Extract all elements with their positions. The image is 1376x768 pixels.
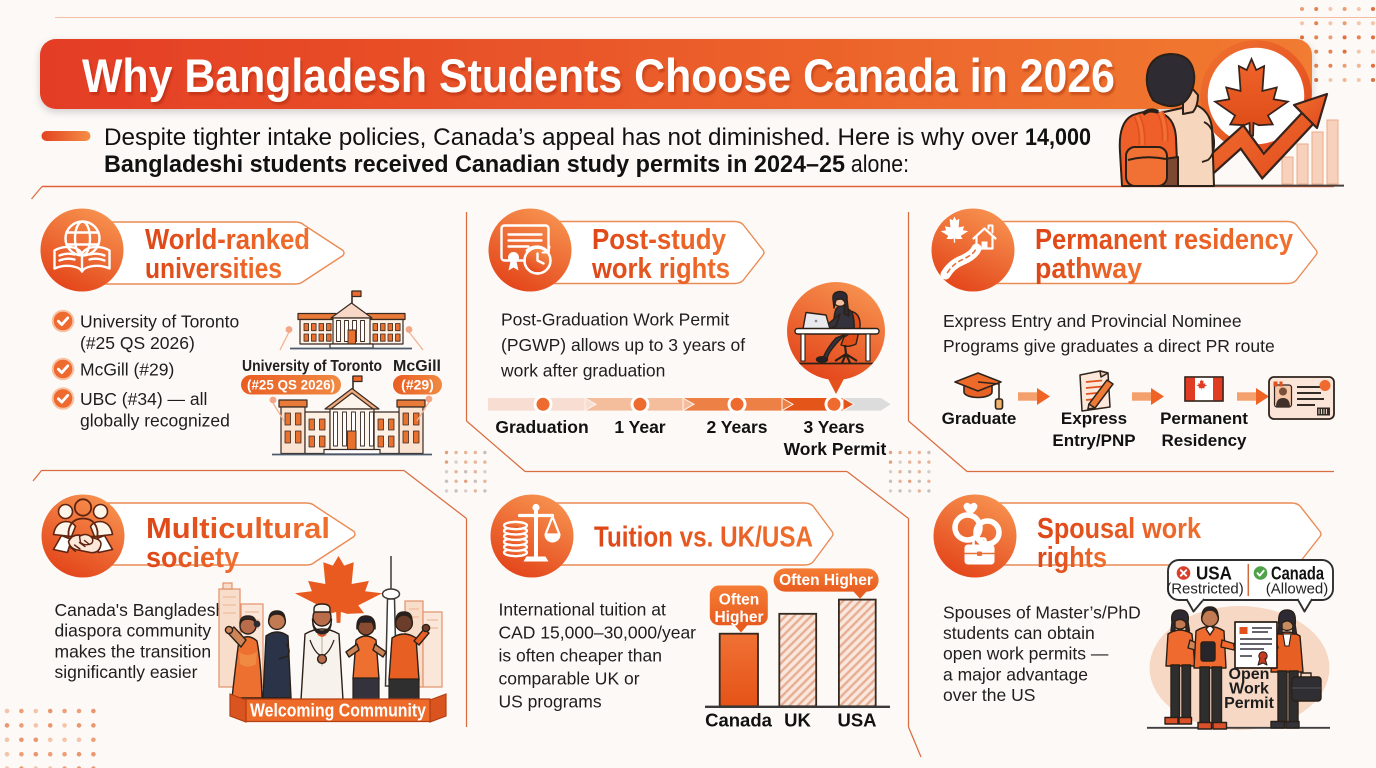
svg-text:Express: Express (1061, 409, 1127, 428)
svg-text:rights: rights (1037, 542, 1107, 574)
svg-text:Canada: Canada (1271, 564, 1325, 584)
svg-text:society: society (146, 542, 239, 574)
svg-text:Entry/PNP: Entry/PNP (1052, 431, 1135, 450)
svg-text:work after graduation: work after graduation (500, 361, 665, 381)
svg-text:makes the transition: makes the transition (55, 641, 212, 661)
svg-text:University of Toronto: University of Toronto (242, 358, 382, 375)
svg-text:Residency: Residency (1161, 431, 1247, 450)
svg-text:pathway: pathway (1035, 253, 1142, 285)
svg-text:Post-study: Post-study (592, 224, 726, 256)
svg-text:University of Toronto: University of Toronto (80, 312, 239, 332)
svg-text:US programs: US programs (499, 692, 602, 712)
svg-text:Despite tighter intake policie: Despite tighter intake policies, Canada’… (104, 124, 1091, 151)
svg-text:students can obtain: students can obtain (943, 623, 1095, 643)
svg-text:Often: Often (719, 592, 759, 609)
svg-text:Express Entry and Provincial N: Express Entry and Provincial Nominee (943, 311, 1242, 331)
svg-text:Permit: Permit (1224, 695, 1274, 712)
svg-text:Higher: Higher (714, 609, 763, 626)
svg-text:diaspora community: diaspora community (55, 621, 212, 641)
svg-text:(PGWP) allows up to 3 years of: (PGWP) allows up to 3 years of (501, 335, 745, 355)
svg-text:USA: USA (837, 710, 876, 731)
svg-text:Tuition vs. UK/USA: Tuition vs. UK/USA (594, 522, 813, 554)
svg-text:1 Year: 1 Year (614, 417, 665, 437)
svg-text:UBC (#34) — all: UBC (#34) — all (80, 389, 207, 409)
svg-text:CAD 15,000–30,000/year: CAD 15,000–30,000/year (499, 623, 697, 643)
svg-text:Work: Work (1229, 681, 1269, 698)
svg-text:globally recognized: globally recognized (80, 411, 230, 431)
svg-text:universities: universities (145, 253, 282, 285)
svg-text:Why Bangladesh Students Choose: Why Bangladesh Students Choose Canada in… (82, 49, 1115, 102)
svg-text:is often cheaper than: is often cheaper than (499, 646, 662, 666)
svg-text:McGill: McGill (393, 358, 441, 375)
svg-text:comparable UK or: comparable UK or (499, 669, 640, 689)
svg-text:(#25 QS 2026): (#25 QS 2026) (247, 377, 335, 393)
svg-text:McGill (#29): McGill (#29) (80, 360, 174, 380)
svg-text:Permanent residency: Permanent residency (1035, 224, 1293, 256)
svg-text:(Allowed): (Allowed) (1266, 581, 1329, 598)
svg-text:Bangladeshi students received: Bangladeshi students received Canadian s… (104, 151, 909, 178)
svg-text:Welcoming Community: Welcoming Community (250, 701, 426, 721)
svg-text:a major advantage: a major advantage (943, 664, 1088, 684)
svg-text:3 Years: 3 Years (804, 417, 865, 437)
svg-text:significantly easier: significantly easier (55, 662, 198, 682)
svg-text:UK: UK (784, 710, 811, 731)
svg-text:Work Permit: Work Permit (784, 439, 887, 459)
svg-text:Permanent: Permanent (1160, 409, 1248, 428)
svg-text:(#29): (#29) (401, 377, 434, 393)
svg-text:Multicultural: Multicultural (146, 513, 330, 545)
svg-text:USA: USA (1196, 564, 1232, 584)
svg-text:2 Years: 2 Years (707, 417, 768, 437)
svg-text:International tuition at: International tuition at (499, 600, 666, 620)
svg-text:Programs give graduates a dire: Programs give graduates a direct PR rout… (943, 336, 1275, 356)
svg-text:(Restricted): (Restricted) (1166, 581, 1244, 598)
svg-text:Canada: Canada (705, 710, 773, 731)
svg-text:open work permits —: open work permits — (943, 644, 1109, 664)
svg-text:Spousal work: Spousal work (1037, 513, 1202, 545)
svg-text:Open: Open (1229, 666, 1270, 683)
svg-text:Post-Graduation Work Permit: Post-Graduation Work Permit (501, 310, 729, 330)
svg-text:(#25 QS 2026): (#25 QS 2026) (80, 333, 195, 353)
svg-text:Spouses of Master’s/PhD: Spouses of Master’s/PhD (943, 603, 1141, 623)
svg-text:work rights: work rights (591, 253, 730, 285)
svg-text:Canada's Bangladeshi: Canada's Bangladeshi (55, 600, 230, 620)
svg-text:Graduation: Graduation (495, 417, 588, 437)
svg-text:Graduate: Graduate (942, 409, 1017, 428)
svg-text:over the US: over the US (943, 685, 1035, 705)
svg-text:Often Higher: Often Higher (779, 572, 873, 589)
svg-text:World-ranked: World-ranked (145, 224, 310, 256)
